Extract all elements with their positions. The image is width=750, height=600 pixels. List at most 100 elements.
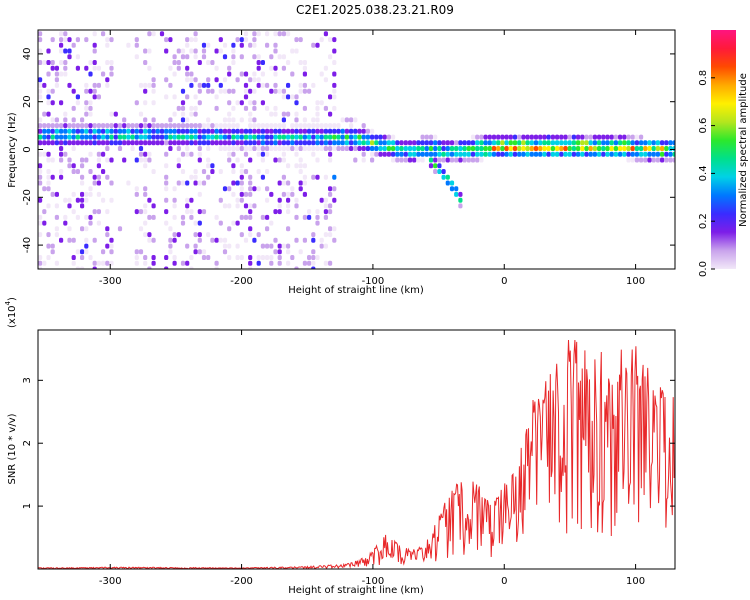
spectrogram-cell: [67, 123, 72, 129]
spectrogram-cell: [101, 197, 106, 203]
spectrogram-cell: [151, 203, 156, 209]
spectrogram-cell: [130, 146, 135, 151]
spectrogram-cell: [84, 82, 89, 88]
spectrogram-cell: [42, 128, 47, 134]
spectrogram-cell: [42, 82, 47, 88]
spectrogram-cell: [546, 151, 551, 157]
spectrogram-cell: [256, 151, 261, 157]
spectrogram-cell: [315, 174, 320, 180]
spectrogram-cell: [668, 157, 673, 163]
spectrogram-cell: [134, 260, 139, 266]
spectrogram-cell: [248, 146, 253, 151]
spectrogram-cell: [185, 197, 190, 203]
spectrogram-cell: [588, 146, 593, 151]
spectrogram-cell: [54, 191, 59, 197]
spectrogram-cell: [176, 146, 181, 151]
spectrogram-cell: [80, 203, 85, 209]
spectrogram-cell: [227, 128, 232, 134]
spectrogram-cell: [286, 243, 291, 249]
spectrogram-cell: [67, 128, 72, 134]
spectrogram-cell: [609, 146, 614, 151]
spectrogram-cell: [67, 197, 72, 203]
spectrogram-cell: [433, 146, 438, 151]
spectrogram-cell: [563, 140, 568, 146]
spectrogram-cell: [260, 100, 265, 106]
spectrogram-cell: [286, 60, 291, 65]
spectrogram-cell: [235, 243, 240, 249]
spectrogram-cell: [265, 226, 270, 232]
spectrogram-cell: [42, 134, 47, 140]
spectrogram-cell: [248, 260, 253, 266]
spectrogram-cell: [59, 134, 64, 140]
spectrogram-cell: [302, 71, 307, 77]
spectrogram-cell: [580, 146, 585, 151]
spectrogram-cell: [54, 203, 59, 209]
spectrogram-cell: [92, 180, 97, 186]
spectrogram-cell: [222, 88, 228, 94]
spectrogram-cell: [227, 186, 232, 192]
spectrogram-cell: [201, 180, 207, 186]
snr-x-tick-label: 0: [501, 576, 507, 587]
spectrogram-cell: [332, 71, 337, 77]
spectrogram-cell: [538, 140, 543, 146]
spectrogram-cell: [273, 42, 278, 48]
spectrogram-cell: [449, 180, 455, 186]
spectrogram-cell: [168, 117, 173, 123]
spectrogram-cell: [609, 134, 614, 140]
spectrogram-cell: [38, 151, 43, 157]
spectrogram-cell: [172, 214, 177, 220]
spectrogram-cell: [508, 151, 513, 157]
spectrogram-cell: [143, 88, 148, 94]
spectrogram-cell: [180, 128, 186, 134]
spectrogram-cell: [75, 128, 80, 134]
spectrogram-cell: [298, 60, 303, 65]
spectrogram-cell: [555, 146, 560, 151]
spectrogram-cell: [67, 82, 72, 88]
spectrogram-cell: [96, 163, 101, 169]
spectrogram-cell: [576, 134, 581, 140]
spectrogram-cell: [71, 105, 76, 111]
spectrogram-cell: [470, 157, 476, 163]
spectrogram-cell: [147, 48, 152, 54]
spectrogram-cell: [59, 128, 64, 134]
spectrogram-cell: [307, 214, 312, 220]
spectrogram-cell: [370, 151, 375, 157]
spectrogram-cell: [113, 140, 118, 146]
spectrogram-cell: [243, 134, 249, 140]
spectrogram-cell: [88, 169, 93, 174]
spectrogram-cell: [105, 146, 110, 151]
spectrogram-cell: [433, 163, 438, 169]
spectrogram-cell: [172, 232, 177, 238]
spectrogram-cell: [655, 151, 660, 157]
spectrogram-cell: [143, 128, 148, 134]
spectrogram-cell: [277, 243, 282, 249]
spectrogram-cell: [517, 146, 522, 151]
spectrogram-cell: [126, 140, 131, 146]
spectrogram-cell: [601, 146, 606, 151]
spectrogram-cell: [147, 266, 152, 269]
spectrogram-cell: [59, 100, 64, 106]
spectrogram-cell: [239, 134, 244, 140]
spectrogram-cell: [147, 134, 152, 140]
spectrogram-cell: [407, 157, 413, 163]
spectrogram-cell: [101, 140, 106, 146]
spectrogram-cell: [277, 197, 282, 203]
spectrogram-cell: [592, 140, 597, 146]
spectrogram-cell: [117, 226, 123, 232]
spectrogram-cell: [210, 123, 215, 129]
spectrogram-cell: [340, 128, 345, 134]
spectrogram-cell: [88, 105, 93, 111]
spectrogram-cell: [164, 209, 169, 215]
spectrogram-cell: [260, 157, 265, 163]
spectrogram-cell: [172, 71, 177, 77]
spectrogram-cell: [533, 151, 539, 157]
spectrogram-cell: [260, 71, 265, 77]
spectrogram-cell: [67, 48, 72, 54]
spectrogram-cell: [378, 140, 383, 146]
spectrogram-cell: [189, 151, 194, 157]
spectrogram-cell: [109, 111, 114, 117]
spectrogram-cell: [290, 255, 295, 260]
spectrogram-cell: [605, 140, 610, 146]
snr-y-axis-label: SNR (10 * v/v): [7, 413, 18, 484]
spectrogram-cell: [294, 203, 299, 209]
